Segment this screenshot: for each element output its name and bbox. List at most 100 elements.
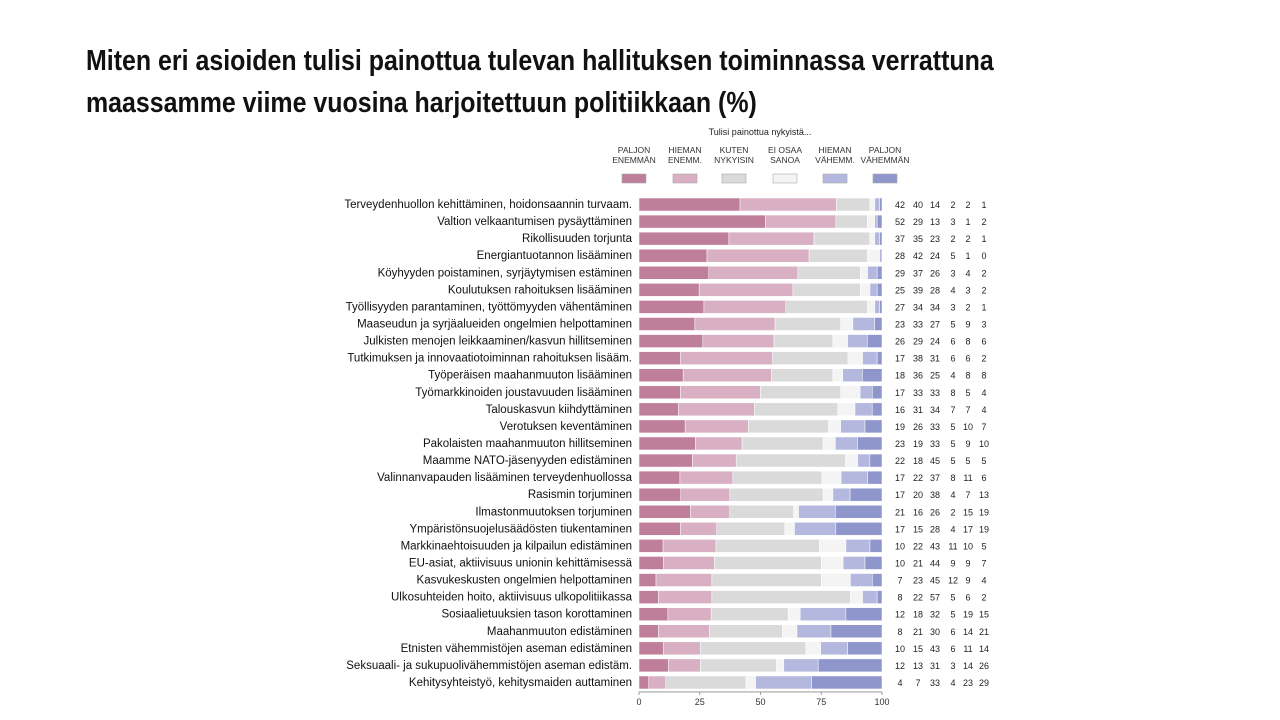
bar-segment (869, 453, 883, 468)
data-value-label: 6 (965, 593, 970, 603)
data-value-label: 17 (895, 354, 905, 364)
data-value-label: 11 (963, 473, 972, 483)
data-value-label: 11 (948, 541, 957, 551)
slide-title: Miten eri asioiden tulisi painottua tule… (86, 40, 1075, 124)
data-value-label: 31 (913, 405, 923, 415)
bar-segment (638, 334, 704, 348)
legend-label: VÄHEMM. (815, 155, 855, 165)
data-value-label: 34 (930, 405, 940, 415)
data-value-label: 11 (963, 644, 972, 654)
data-value-label: 8 (897, 593, 902, 603)
x-axis-tick-label: 50 (755, 697, 765, 707)
legend-label: VÄHEMMÄN (860, 155, 909, 165)
bar-segment (832, 334, 848, 348)
bar-segment (808, 248, 868, 263)
bar-segment (638, 624, 659, 638)
category-label: Etnisten vähemmistöjen aseman edistämine… (401, 643, 632, 655)
data-value-label: 27 (895, 302, 905, 312)
bar-segment (682, 368, 772, 382)
bar-segment (874, 317, 883, 331)
x-axis-tick-label: 25 (695, 697, 705, 707)
bar-segment (869, 231, 875, 246)
bar-segment (663, 641, 701, 656)
x-axis-tick-label: 100 (874, 697, 889, 707)
bar-segment (867, 248, 880, 263)
data-value-label: 7 (950, 405, 955, 415)
category-label: Talouskasvun kiihdyttäminen (486, 404, 632, 416)
data-value-label: 57 (930, 593, 940, 603)
data-value-label: 23 (963, 678, 973, 688)
bar-segment (680, 385, 761, 400)
legend-label: ENEMMÄN (612, 155, 655, 165)
bar-segment (862, 590, 878, 604)
data-value-label: 2 (950, 200, 955, 210)
bar-segment (849, 487, 883, 502)
bar-segment (792, 283, 861, 297)
data-value-label: 2 (981, 217, 986, 227)
category-label: Julkisten menojen leikkaaminen/kasvun hi… (364, 336, 632, 348)
bar-segment (638, 641, 664, 656)
x-axis-tick-label: 0 (636, 697, 641, 707)
bar-segment (862, 368, 883, 382)
data-value-label: 18 (895, 371, 905, 381)
legend-label: PALJON (869, 145, 901, 155)
slide-title-line-1: Miten eri asioiden tulisi painottua tule… (86, 45, 994, 77)
bar-segment (732, 470, 823, 485)
data-value-label: 5 (965, 388, 970, 398)
bar-segment (879, 248, 883, 263)
bar-segment (822, 487, 834, 502)
category-label: EU-asiat, aktiivisuus unionin kehittämis… (409, 557, 633, 569)
data-value-label: 9 (965, 319, 970, 329)
data-value-label: 21 (979, 627, 989, 637)
bar-segment (879, 231, 883, 246)
data-value-label: 7 (897, 576, 902, 586)
bar-segment (835, 436, 858, 451)
data-value-label: 5 (981, 541, 986, 551)
category-label: Työmarkkinoiden joustavuuden lisääminen (415, 387, 632, 399)
bar-segment (821, 556, 844, 570)
bar-segment (754, 402, 839, 417)
data-value-label: 8 (981, 371, 986, 381)
bar-segment (847, 334, 868, 348)
legend-swatch (621, 173, 647, 184)
bar-segment (729, 487, 824, 502)
data-value-label: 6 (950, 627, 955, 637)
data-value-label: 37 (930, 473, 940, 483)
bar-segment (638, 266, 710, 280)
bar-segment (874, 197, 880, 212)
bar-segment (835, 214, 868, 229)
data-value-label: 6 (950, 644, 955, 654)
bar-segment (703, 300, 787, 314)
data-value-label: 13 (913, 661, 923, 671)
bar-segment (860, 283, 871, 297)
bar-segment (876, 283, 883, 297)
bar-segment (684, 419, 749, 434)
data-value-label: 15 (913, 644, 923, 654)
data-value-label: 25 (930, 371, 940, 381)
data-value-label: 3 (950, 268, 955, 278)
data-value-label: 40 (913, 200, 923, 210)
bar-segment (872, 385, 883, 400)
bar-segment (638, 487, 681, 502)
bar-segment (638, 607, 669, 621)
bar-segment (854, 402, 873, 417)
slide-title-line-2: maassamme viime vuosina harjoitettuun po… (86, 87, 757, 119)
category-label: Rikollisuuden torjunta (522, 233, 633, 245)
legend-title: Tulisi painottua nykyistä... (709, 127, 812, 137)
legend-label: HIEMAN (668, 145, 701, 155)
data-value-label: 5 (950, 439, 955, 449)
data-value-label: 12 (895, 610, 905, 620)
data-value-label: 45 (930, 576, 940, 586)
data-value-label: 33 (913, 319, 923, 329)
data-value-label: 5 (950, 610, 955, 620)
bar-segment (648, 675, 666, 690)
bar-segment (879, 300, 883, 314)
data-value-label: 22 (895, 456, 905, 466)
bar-segment (830, 624, 883, 638)
data-value-label: 5 (950, 456, 955, 466)
data-value-label: 34 (913, 302, 923, 312)
data-value-label: 9 (965, 439, 970, 449)
bar-segment (741, 436, 824, 451)
bar-segment (842, 368, 863, 382)
